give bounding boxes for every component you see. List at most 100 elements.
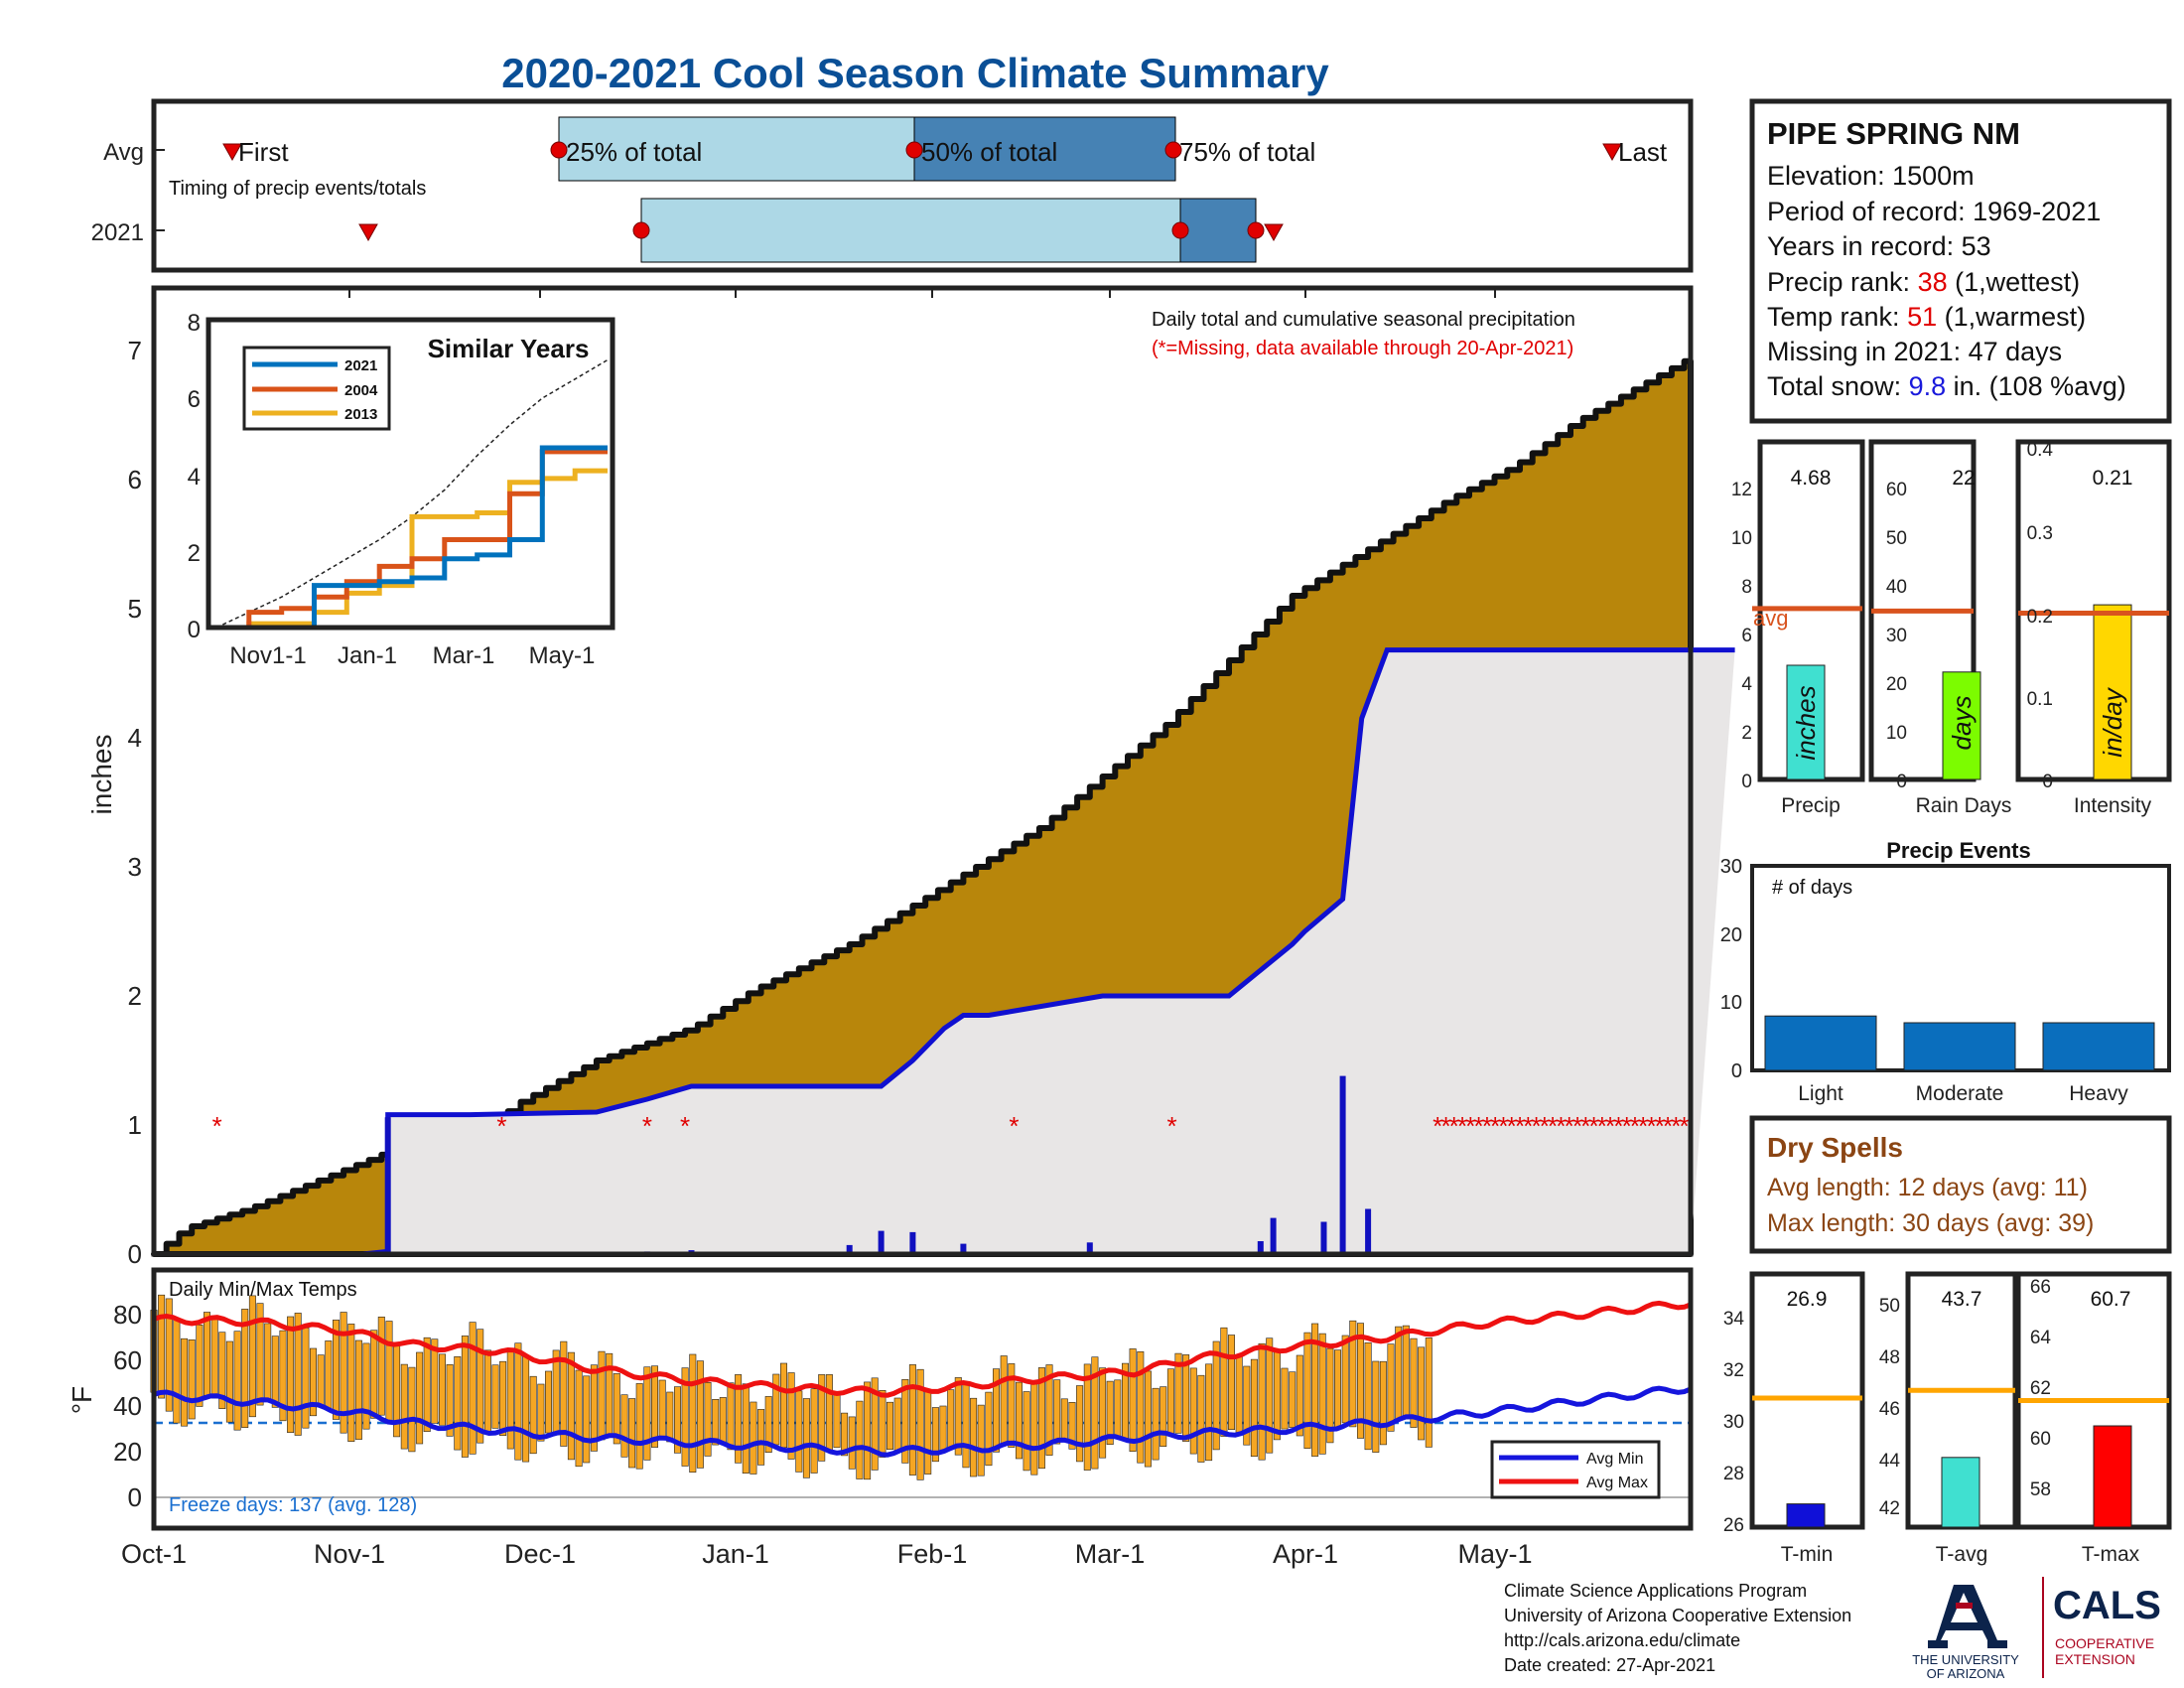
main-plot-frame [151,285,1694,1257]
main-y-axis: 0 1 2 3 4 5 6 7 inches [86,336,142,1269]
daily-temp-bar [1106,1380,1114,1445]
tavg-panel-label: T-avg [1936,1543,1988,1566]
daily-temp-bar [1281,1367,1289,1430]
timing-subtitle: Timing of precip events/totals [169,178,426,200]
daily-temp-bar [939,1405,947,1451]
daily-temp-bar [544,1370,552,1434]
missing-marker: * [1482,1111,1492,1141]
timing-2021-50-marker [1171,221,1189,239]
daily-temp-bar [317,1354,325,1408]
main-y-tick: 5 [128,594,142,624]
intensity-axis-tick: 0.4 [2027,440,2054,461]
university-logo: THE UNIVERSITY OF ARIZONA [1912,1585,2019,1681]
avg-min-line [153,1385,1692,1458]
rain-days-bar [1942,671,1981,780]
daily-temp-bar [491,1364,499,1429]
daily-precip-bar [846,1244,853,1254]
cals-logo-text: CALS [2053,1584,2161,1627]
inset-x-tick: Jan-1 [338,642,397,669]
daily-temp-bar [1174,1352,1182,1434]
missing-marker: * [1449,1111,1459,1141]
daily-temp-bar [1160,1386,1167,1447]
missing-marker: * [1613,1111,1623,1141]
daily-temp-bar [506,1347,514,1450]
precip-axis-tick: 6 [1741,626,1752,646]
temp-y-tick: 40 [113,1391,142,1421]
daily-temp-bar [818,1374,826,1462]
daily-temp-bar [779,1362,787,1449]
daily-temp-bar [567,1351,575,1461]
tmax-axis-tick: 62 [2030,1378,2051,1399]
daily-temp-bar [446,1364,454,1437]
inset-y-tick: 4 [188,464,201,491]
precip-event-bar [1903,1022,2016,1071]
footer-credits: Climate Science Applications Program Uni… [1504,1581,1851,1675]
daily-temp-bar [1045,1364,1053,1456]
footer-line: http://cals.arizona.edu/climate [1504,1630,1740,1650]
intensity-axis-tick: 0 [2042,772,2053,792]
daily-precip-bar [1257,1241,1264,1254]
daily-temp-bar [735,1374,743,1464]
daily-temp-bar [454,1356,462,1451]
daily-temp-bar [704,1382,712,1457]
x-tick-label: Feb-1 [897,1539,968,1569]
daily-temp-bar [325,1340,333,1409]
daily-temp-bar [719,1397,727,1443]
daily-precip-bar [1365,1208,1372,1254]
temperature-chart: Daily Min/Max Temps Freeze days: 137 (av… [67,1267,1694,1531]
main-y-label: inches [86,735,117,815]
timing-row-avg: Avg [103,139,144,166]
main-y-tick: 7 [128,336,142,365]
timing-label-last: Last [1618,137,1668,167]
daily-temp-bar [1015,1381,1023,1460]
daily-temp-bar [1266,1337,1274,1454]
tmin-axis-tick: 26 [1723,1515,1744,1536]
missing-marker: * [1490,1111,1500,1141]
inset-x-tick: Nov1-1 [229,642,306,669]
timing-label-75: 75% of total [1179,137,1315,167]
daily-temp-bar [1068,1402,1076,1450]
daily-temp-bar [522,1355,530,1463]
daily-temp-bar [499,1360,507,1436]
missing-marker: * [1507,1111,1517,1141]
daily-temp-bar [1379,1360,1387,1446]
inset-line-2021 [216,445,608,631]
missing-marker: * [1532,1111,1542,1141]
rain-days-axis-tick: 40 [1886,577,1907,598]
dry-spells-max: Max length: 30 days (avg: 39) [1767,1209,2094,1237]
daily-temp-bar [908,1364,916,1476]
rain-days-axis-tick: 30 [1886,626,1907,646]
daily-temp-bar [841,1412,849,1457]
daily-temp-bar [893,1397,901,1453]
daily-temp-bar [264,1323,272,1402]
tmax-axis-tick: 64 [2030,1328,2052,1348]
daily-temp-bar [977,1404,985,1477]
rain-days-panel: days 22 0 10 20 30 40 50 60 Rain Days [1868,439,2011,817]
daily-temp-bar [552,1349,560,1436]
daily-temp-bar [181,1337,189,1427]
temp-legend: Avg Min Avg Max [1490,1440,1661,1499]
daily-temp-bar [833,1392,841,1449]
missing-marker: * [1655,1111,1665,1141]
tavg-panel: 43.7 42 44 46 48 50 T-avg [1879,1271,2018,1566]
footer-line: Climate Science Applications Program [1504,1581,1807,1601]
rain-days-value: 22 [1952,467,1975,490]
temp-y-label: °F [67,1386,97,1414]
daily-temp-bar [962,1382,970,1469]
inset-x-tick: May-1 [529,642,596,669]
daily-temp-bar [901,1379,909,1464]
daily-temp-bar [590,1364,598,1452]
missing-marker: * [1597,1111,1607,1141]
missing-marker: * [496,1111,506,1141]
page-title: 2020-2021 Cool Season Climate Summary [501,50,1329,96]
dry-spells-avg: Avg length: 12 days (avg: 11) [1767,1174,2088,1201]
legend-avg-max: Avg Max [1586,1475,1648,1491]
intensity-axis-tick: 0.1 [2027,689,2053,710]
daily-temp-bar [825,1374,833,1451]
daily-temp-bar [1228,1335,1236,1430]
precip-value: 4.68 [1791,467,1832,490]
temp-plot-frame [151,1267,1694,1531]
mini-temp-panels: 26.9 26 28 30 32 34 T-min 43.7 42 44 46 … [1723,1271,2172,1566]
daily-temp-bar [1357,1323,1365,1439]
